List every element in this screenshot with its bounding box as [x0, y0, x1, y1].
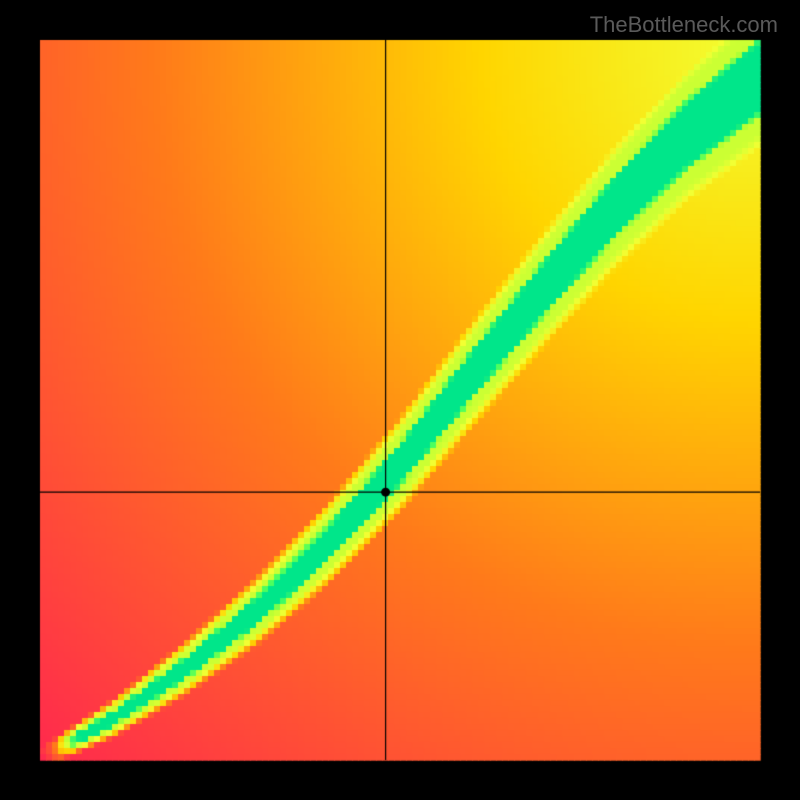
figure-container: { "canvas": { "width": 800, "height": 80…: [0, 0, 800, 800]
heatmap-canvas: [0, 0, 800, 800]
